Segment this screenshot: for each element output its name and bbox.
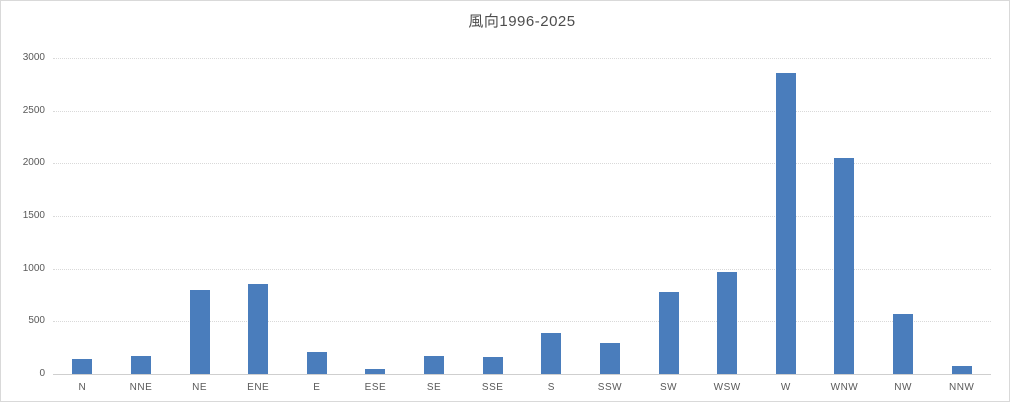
y-axis-tick-label: 0 [39,368,45,379]
x-axis-label-wsw: WSW [713,382,741,393]
x-axis-label-ssw: SSW [597,382,623,393]
gridline [53,268,991,270]
x-axis-label-se: SE [426,382,442,393]
x-axis-label-w: W [780,382,791,393]
bar-sse [482,357,503,374]
x-axis-label-nnw: NNW [948,382,975,393]
bar-ne [189,289,210,374]
bar-ssw [599,343,620,374]
bar-se [424,355,445,374]
chart-title: 風向1996-2025 [468,13,576,30]
x-axis-label-e: E [313,382,321,393]
x-axis-label-nne: NNE [129,382,153,393]
gridline [53,163,991,165]
y-axis-tick-label: 500 [28,315,45,327]
y-axis-tick-label: 1000 [22,262,45,274]
plot-area [53,58,991,375]
bar-ene [248,283,269,374]
bar-wnw [834,158,855,374]
x-axis-label-ne: NE [192,382,208,393]
x-axis-line [53,374,991,375]
x-axis-label-s: S [547,382,555,393]
x-axis-label-ene: ENE [247,382,270,393]
bar-wsw [717,272,738,374]
bar-e [306,351,327,374]
bar-ese [365,369,386,374]
bar-sw [658,291,679,374]
x-axis-label-sw: SW [660,382,678,393]
x-axis-label-n: N [78,382,87,393]
gridline [53,216,991,217]
bar-nne [130,356,151,374]
bar-nnw [951,365,972,374]
gridline [53,321,991,323]
y-axis-tick-label: 2000 [22,157,45,169]
x-axis-label-sse: SSE [481,382,504,393]
gridline [53,110,991,112]
bar-w [775,72,796,374]
bar-nw [893,313,914,374]
bar-n [72,359,93,374]
gridline [53,58,991,59]
bar-s [541,332,562,374]
x-axis-label-wnw: WNW [830,382,859,393]
x-axis-label-nw: NW [894,382,912,393]
y-axis-tick-label: 3000 [22,52,45,63]
y-axis-tick-label: 2500 [22,104,45,116]
x-axis-label-ese: ESE [364,382,387,393]
y-axis-tick-label: 1500 [22,210,45,221]
